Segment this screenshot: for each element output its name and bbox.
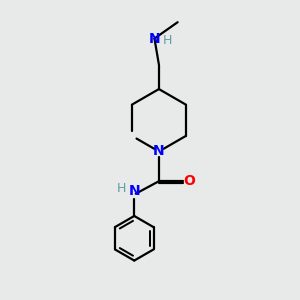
Text: H: H	[163, 34, 172, 47]
Text: N: N	[128, 184, 140, 198]
Text: O: O	[183, 174, 195, 188]
Text: N: N	[148, 32, 160, 46]
Text: H: H	[117, 182, 126, 195]
Text: N: N	[153, 145, 165, 158]
